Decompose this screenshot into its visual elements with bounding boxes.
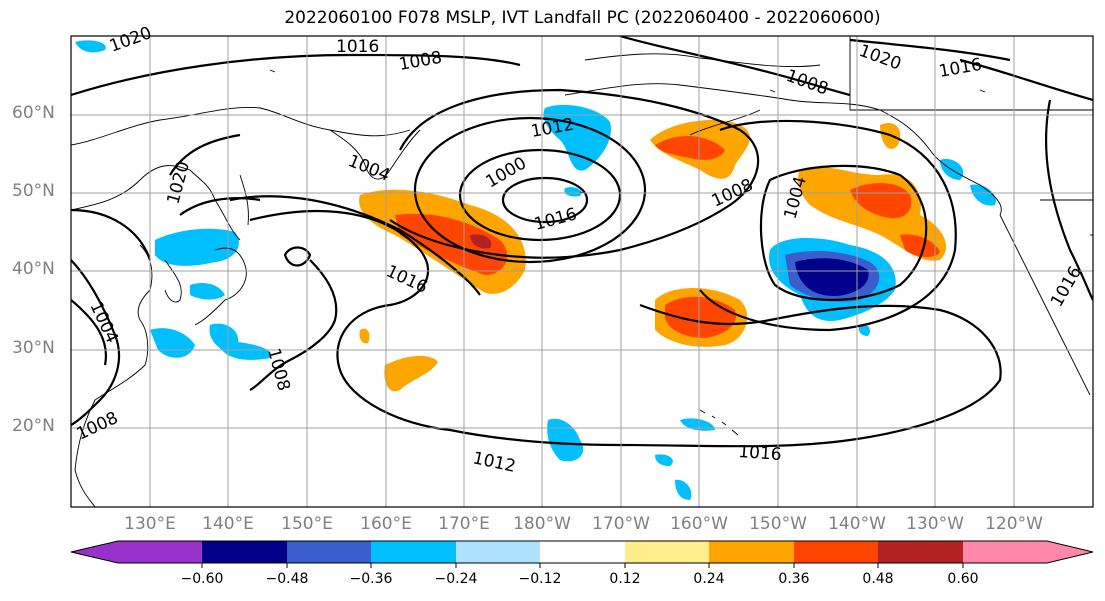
ivt-shading [75,40,996,500]
isobar-label: 1008 [263,346,294,393]
colorbar-tick-label: −0.12 [518,571,562,587]
isobar-label: 1008 [397,48,443,75]
lon-label: 150°W [749,514,807,534]
isobar-label: 1016 [336,37,379,57]
colorbar-tick-label: 0.36 [778,571,810,587]
lon-label: 170°E [438,514,490,534]
isobar-label: 1008 [783,66,830,100]
isobar-label: 1008 [709,175,757,211]
isobar-label: 1016 [532,204,579,235]
graticule [71,36,1093,507]
colorbar-tick-label: −0.48 [265,571,309,587]
lat-label: 20°N [12,416,55,436]
lon-label: 120°W [985,514,1043,534]
isobar-label: 1016 [738,442,783,465]
lon-label: 140°W [828,514,886,534]
isobar-label: 1004 [85,299,121,347]
isobar-label: 1020 [856,41,903,75]
colorbar [70,540,1094,568]
lat-label: 30°N [12,338,55,358]
lon-label: 130°W [906,514,964,534]
colorbar-tick-label: −0.36 [349,571,393,587]
isobar-label: 1016 [937,55,983,82]
lon-label: 140°E [202,514,254,534]
colorbar-tick-label: 0.60 [947,571,979,587]
lat-label: 40°N [12,259,55,279]
map-frame [70,35,1094,508]
map-title: 2022060100 F078 MSLP, IVT Landfall PC (2… [284,8,881,28]
lon-label: 150°E [281,514,333,534]
lon-label: 130°E [124,514,176,534]
isobar-label: 1008 [74,408,122,444]
lon-label: 160°E [360,514,412,534]
lat-label: 60°N [12,103,55,123]
lon-label: 160°W [670,514,728,534]
isobar-label: 1016 [383,261,431,297]
lon-label: 180°W [513,514,571,534]
colorbar-tick-label: 0.48 [862,571,894,587]
isobar-label: 1020 [107,23,154,57]
isobar-label: 1020 [164,159,195,206]
lon-label: 170°W [592,514,650,534]
lat-label: 50°N [12,181,55,201]
colorbar-tick-label: −0.24 [434,571,478,587]
isobars [71,36,1093,448]
colorbar-tick-label: 0.24 [693,571,725,587]
isobar-label: 1016 [1047,263,1086,310]
colorbar-tick-label: 0.12 [609,571,641,587]
isobar-label: 1012 [471,448,517,477]
colorbar-tick-label: −0.60 [180,571,224,587]
